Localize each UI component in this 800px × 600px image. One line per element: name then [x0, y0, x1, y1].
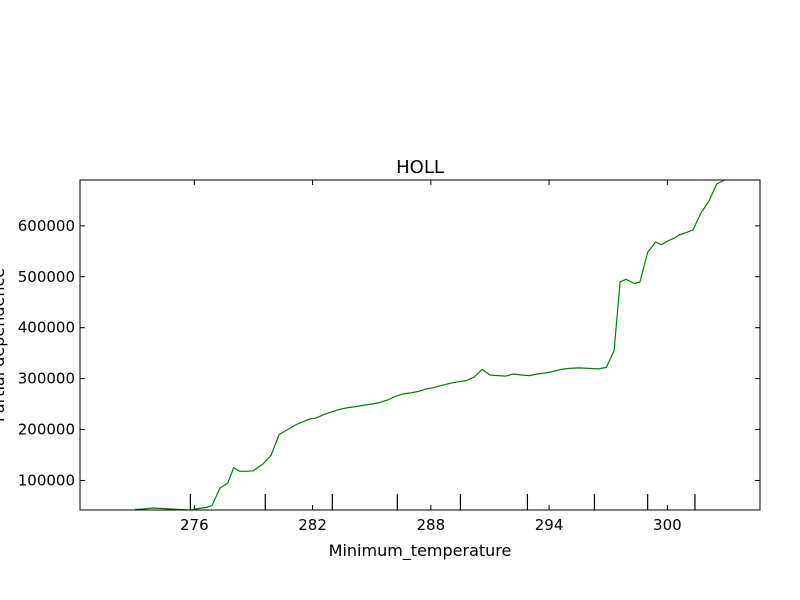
rug-ticks — [189, 494, 696, 510]
series-line — [135, 180, 725, 510]
x-tick-label: 276 — [180, 516, 209, 534]
plot-area — [80, 180, 760, 510]
x-tick-label: 294 — [535, 516, 564, 534]
x-tick-label: 300 — [653, 516, 682, 534]
y-tick-label: 400000 — [18, 319, 75, 337]
y-tick-label: 200000 — [18, 421, 75, 439]
y-axis-label: Partial dependence — [0, 268, 8, 422]
y-tick-label: 300000 — [18, 370, 75, 388]
y-tick-label: 100000 — [18, 471, 75, 489]
plot-frame — [79, 179, 761, 511]
x-axis-ticks: 276 282 288 294 300 — [180, 180, 682, 534]
x-tick-label: 288 — [417, 516, 446, 534]
y-tick-label: 600000 — [18, 217, 75, 235]
x-tick-label: 282 — [298, 516, 327, 534]
y-axis-ticks: 100000 200000 300000 400000 500000 600000 — [18, 217, 760, 489]
chart-title: HOLL — [396, 157, 444, 178]
y-tick-label: 500000 — [18, 268, 75, 286]
x-axis-label: Minimum_temperature — [329, 541, 512, 561]
